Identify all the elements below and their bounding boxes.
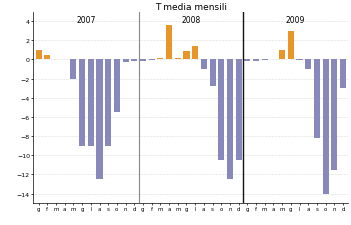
Bar xyxy=(262,60,268,61)
Text: 2009: 2009 xyxy=(285,16,305,25)
Bar xyxy=(157,59,164,60)
Bar xyxy=(122,60,128,63)
Bar xyxy=(253,60,259,62)
Bar xyxy=(131,60,137,62)
Bar xyxy=(236,60,242,160)
Bar xyxy=(297,60,303,61)
Bar xyxy=(279,51,285,60)
Bar xyxy=(97,60,102,179)
Title: T media mensili: T media mensili xyxy=(155,3,227,12)
Bar xyxy=(244,60,250,62)
Bar xyxy=(70,60,77,79)
Text: 2007: 2007 xyxy=(77,16,96,25)
Bar xyxy=(201,60,207,70)
Bar xyxy=(184,52,190,60)
Bar xyxy=(218,60,224,160)
Bar xyxy=(105,60,111,146)
Bar xyxy=(305,60,311,70)
Bar xyxy=(44,55,51,60)
Bar xyxy=(210,60,216,87)
Bar xyxy=(331,60,337,170)
Bar xyxy=(175,58,181,60)
Bar xyxy=(314,60,320,138)
Bar xyxy=(35,51,42,60)
Bar xyxy=(288,32,294,60)
Text: 2008: 2008 xyxy=(181,16,200,25)
Bar xyxy=(79,60,85,146)
Bar xyxy=(323,60,329,194)
Bar xyxy=(140,60,146,62)
Bar xyxy=(166,26,172,60)
Bar xyxy=(148,60,155,61)
Bar xyxy=(227,60,233,179)
Bar xyxy=(192,47,198,60)
Bar xyxy=(114,60,120,113)
Bar xyxy=(340,60,346,89)
Bar xyxy=(88,60,94,146)
